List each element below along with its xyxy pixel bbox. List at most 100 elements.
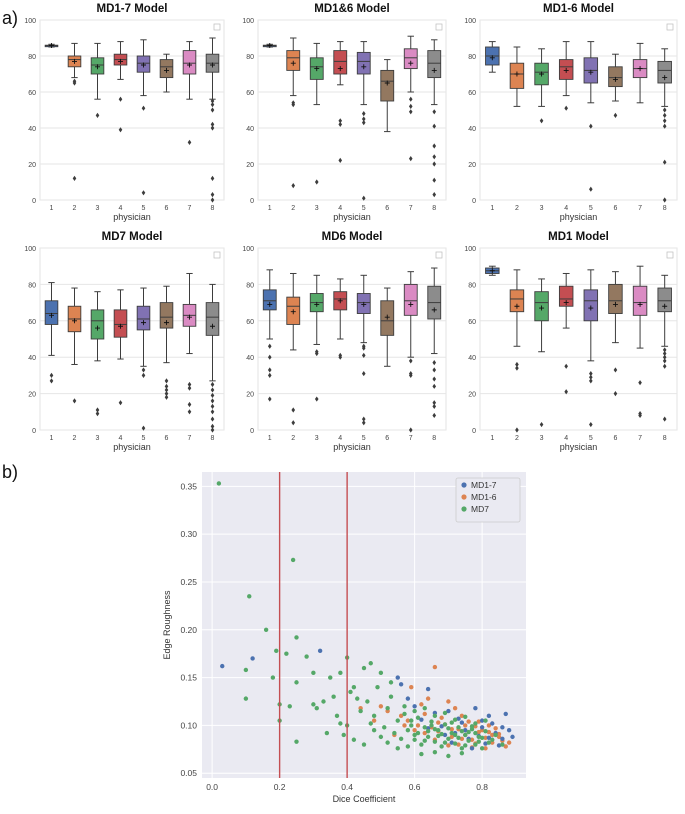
x-axis-label: physician: [560, 212, 598, 222]
scatter-point-md7: [439, 731, 444, 737]
y-tick-label: 60: [28, 90, 36, 97]
scatter-point-md1-6: [493, 726, 498, 731]
mean-marker: [210, 323, 215, 329]
outlier-point: [314, 396, 319, 402]
y-axis-label: Edge Roughness: [162, 590, 172, 660]
y-tick-label: 20: [468, 392, 476, 399]
outlier-point: [72, 80, 77, 86]
outlier-point: [210, 392, 215, 399]
y-tick-label: 60: [246, 319, 254, 326]
scatter-point-md7: [490, 737, 495, 742]
box-physician-4: [558, 285, 574, 307]
x-tick-label: 4: [338, 435, 342, 442]
scatter-point-md7: [358, 708, 363, 714]
x-tick-label: 6: [385, 435, 389, 442]
scatter-point-md1-6: [486, 729, 492, 735]
scatter-point-md1-7: [473, 705, 478, 711]
scatter-point-md7: [405, 744, 411, 749]
scatter-point-md7: [405, 727, 411, 733]
scatter-point-md7: [442, 740, 448, 745]
scatter-point-md1-6: [446, 699, 451, 704]
outlier-point: [210, 125, 215, 131]
mean-marker: [290, 309, 296, 315]
outlier-point: [338, 157, 343, 163]
scatter-point-md1-6: [469, 737, 475, 742]
scatter-point-md1-6: [378, 704, 384, 709]
outlier-point: [210, 398, 215, 404]
scatter-point-md7: [419, 751, 424, 757]
chart-title: MD1&6 Model: [314, 3, 389, 15]
mean-marker: [72, 58, 77, 64]
mean-marker: [539, 71, 545, 77]
x-tick-label: 3: [540, 205, 544, 212]
outlier-point: [408, 427, 413, 433]
x-axis-label: physician: [560, 442, 598, 452]
scatter-point-md1-6: [506, 740, 512, 745]
y-tick-label: 0.10: [180, 720, 197, 730]
scatter-point-md1-7: [463, 727, 468, 733]
plot-area: [39, 247, 225, 431]
mean-marker: [563, 300, 569, 306]
outlier-point: [267, 367, 272, 373]
y-tick-label: 100: [24, 246, 36, 253]
scatter-point-md7: [463, 714, 468, 719]
scatter-point-md1-6: [476, 729, 481, 735]
legend-placeholder: [666, 23, 674, 31]
box-physician-6: [380, 69, 395, 102]
x-tick-label: 1: [50, 205, 54, 212]
x-tick-label: 1: [268, 435, 272, 442]
y-tick-label: 20: [28, 162, 36, 169]
mean-marker: [662, 75, 668, 81]
scatter-point-md7: [432, 727, 438, 732]
mean-marker: [164, 320, 169, 326]
outlier-point: [141, 190, 146, 196]
x-tick-label: 0.4: [341, 782, 353, 792]
scatter-point-md1-6: [483, 735, 488, 741]
y-tick-label: 40: [468, 355, 476, 362]
scatter-point-md1-7: [483, 741, 488, 746]
x-tick-label: 1: [268, 205, 272, 212]
scatter-point-md7: [385, 705, 390, 711]
scatter-point-md7: [375, 684, 380, 690]
scatter-point-md7: [398, 736, 404, 741]
y-tick-label: 100: [242, 246, 254, 253]
mean-marker: [612, 76, 618, 82]
y-tick-label: 60: [468, 90, 476, 97]
scatter-point-md7: [243, 667, 249, 673]
scatter-point-md7: [395, 718, 400, 723]
outlier-point: [408, 109, 413, 115]
mean-marker: [489, 268, 495, 274]
x-axis-label: physician: [113, 442, 151, 452]
scatter-point-md1-6: [432, 664, 438, 670]
outlier-point: [338, 118, 343, 124]
x-tick-label: 8: [663, 205, 667, 212]
outlier-point: [291, 102, 296, 108]
scatter-point-md1-6: [409, 684, 414, 690]
scatter-point-md7: [412, 737, 417, 742]
outlier-point: [210, 416, 215, 422]
outlier-point: [432, 177, 437, 183]
scatter-point-md1-6: [490, 732, 495, 738]
scatter-point-md7: [466, 738, 471, 743]
scatter-point-md1-7: [220, 663, 225, 669]
scatter-point-md7: [290, 557, 296, 563]
outlier-point: [210, 192, 215, 198]
mean-marker: [431, 307, 437, 313]
scatter-point-md7: [294, 739, 299, 744]
scatter-point-md7: [409, 723, 414, 728]
scatter-point-md7: [419, 742, 424, 747]
scatter-point-md7: [328, 675, 333, 680]
scatter-point-md7: [432, 749, 438, 755]
scatter-point-md7: [436, 727, 441, 733]
scatter-point-md7: [442, 722, 448, 727]
scatter-point-md7: [388, 694, 394, 699]
panel-label-b: b): [2, 462, 19, 482]
scatter-point-md1-6: [419, 702, 424, 707]
x-tick-label: 1: [490, 435, 494, 442]
legend-marker-md7: [461, 506, 467, 512]
scatter-point-md7: [432, 739, 438, 744]
box-physician-7: [403, 48, 418, 70]
plot-area: [257, 19, 447, 201]
outlier-point: [141, 105, 146, 111]
scatter-point-md7: [412, 732, 417, 738]
